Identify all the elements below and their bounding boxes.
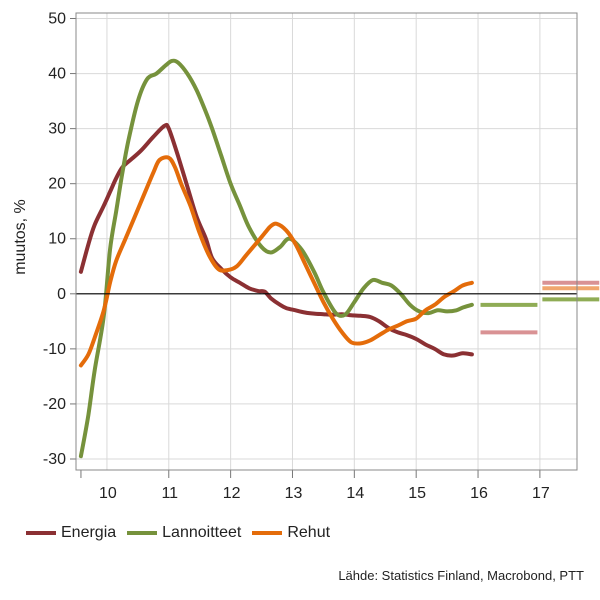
legend-label: Energia [61, 524, 117, 541]
x-tick-label: 11 [161, 485, 178, 502]
y-tick-label: -10 [43, 341, 66, 358]
source-note: Lähde: Statistics Finland, Macrobond, PT… [338, 568, 584, 583]
y-tick-label: 20 [48, 176, 66, 193]
axes: 50 40 30 20 10 0 -10 -20 -30 10 11 12 13 14 15 16 17 [43, 11, 578, 502]
forecast-marks [480, 280, 600, 335]
x-tick-label: 10 [99, 485, 117, 502]
y-tick-label: 10 [48, 231, 66, 248]
legend-label: Lannoitteet [162, 524, 242, 541]
x-tick-label: 15 [408, 485, 426, 502]
series-line-lannoitteet [78, 58, 474, 459]
x-tick-label: 14 [346, 485, 364, 502]
legend: Energia Lannoitteet Rehut [26, 524, 341, 542]
x-tick-label: 12 [223, 485, 241, 502]
legend-swatch [127, 531, 158, 535]
y-tick-label: 50 [48, 11, 66, 28]
x-tick-label: 16 [470, 485, 488, 502]
y-axis-label: muutos, % [12, 199, 29, 275]
y-tick-label: -30 [43, 451, 66, 468]
x-tick-label: 17 [532, 485, 550, 502]
y-tick-label: 0 [57, 286, 66, 303]
y-tick-label: 40 [48, 66, 66, 83]
series-lines [78, 58, 474, 459]
plot-area [76, 13, 577, 470]
plot-border [75, 12, 578, 471]
legend-swatch [252, 531, 283, 535]
x-tick-label: 13 [285, 485, 303, 502]
series-line-energia [78, 122, 474, 358]
y-tick-label: -20 [43, 396, 66, 413]
y-tick-label: 30 [48, 121, 66, 138]
series-line-rehut [78, 155, 474, 368]
grid [76, 13, 577, 470]
legend-item-rehut: Rehut [252, 524, 330, 542]
legend-item-energia: Energia [26, 524, 116, 542]
legend-label: Rehut [287, 524, 331, 541]
legend-swatch [26, 531, 56, 535]
legend-item-lannoitteet: Lannoitteet [127, 524, 241, 542]
